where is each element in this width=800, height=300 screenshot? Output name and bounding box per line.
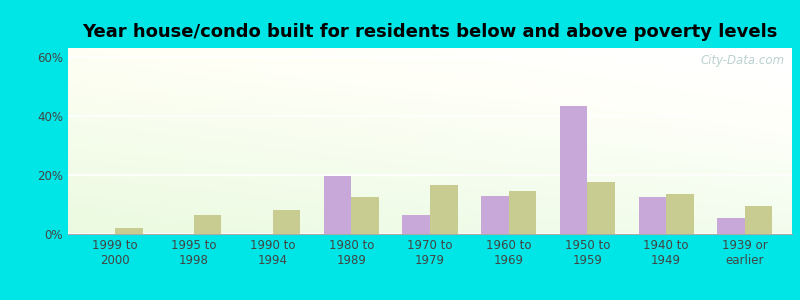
Bar — [560, 106, 587, 234]
Bar — [324, 176, 351, 234]
Bar — [745, 206, 772, 234]
Bar — [587, 182, 615, 234]
Bar — [273, 210, 300, 234]
Text: City-Data.com: City-Data.com — [701, 54, 785, 67]
Bar — [430, 185, 458, 234]
Bar — [718, 218, 745, 234]
Bar — [351, 197, 379, 234]
Bar — [115, 228, 142, 234]
Title: Year house/condo built for residents below and above poverty levels: Year house/condo built for residents bel… — [82, 23, 778, 41]
Bar — [666, 194, 694, 234]
Bar — [402, 215, 430, 234]
Bar — [509, 191, 536, 234]
Bar — [194, 215, 222, 234]
Bar — [481, 196, 509, 234]
Bar — [638, 197, 666, 234]
